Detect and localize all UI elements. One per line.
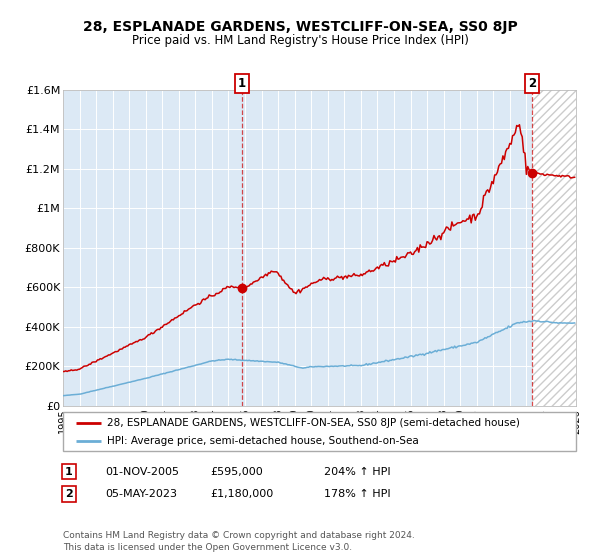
Text: 1: 1 bbox=[238, 77, 246, 90]
Text: 1: 1 bbox=[65, 466, 73, 477]
Text: 2: 2 bbox=[65, 489, 73, 499]
Text: 28, ESPLANADE GARDENS, WESTCLIFF-ON-SEA, SS0 8JP: 28, ESPLANADE GARDENS, WESTCLIFF-ON-SEA,… bbox=[83, 20, 517, 34]
Text: 01-NOV-2005: 01-NOV-2005 bbox=[105, 466, 179, 477]
Text: 05-MAY-2023: 05-MAY-2023 bbox=[105, 489, 177, 499]
Text: Contains HM Land Registry data © Crown copyright and database right 2024.
This d: Contains HM Land Registry data © Crown c… bbox=[63, 531, 415, 552]
Text: 28, ESPLANADE GARDENS, WESTCLIFF-ON-SEA, SS0 8JP (semi-detached house): 28, ESPLANADE GARDENS, WESTCLIFF-ON-SEA,… bbox=[107, 418, 520, 428]
Text: 178% ↑ HPI: 178% ↑ HPI bbox=[324, 489, 391, 499]
FancyBboxPatch shape bbox=[63, 412, 576, 451]
Text: 204% ↑ HPI: 204% ↑ HPI bbox=[324, 466, 391, 477]
Text: Price paid vs. HM Land Registry's House Price Index (HPI): Price paid vs. HM Land Registry's House … bbox=[131, 34, 469, 46]
Text: £1,180,000: £1,180,000 bbox=[210, 489, 273, 499]
Bar bbox=[532, 90, 600, 406]
Text: 2: 2 bbox=[528, 77, 536, 90]
Text: HPI: Average price, semi-detached house, Southend-on-Sea: HPI: Average price, semi-detached house,… bbox=[107, 436, 418, 446]
Text: £595,000: £595,000 bbox=[210, 466, 263, 477]
